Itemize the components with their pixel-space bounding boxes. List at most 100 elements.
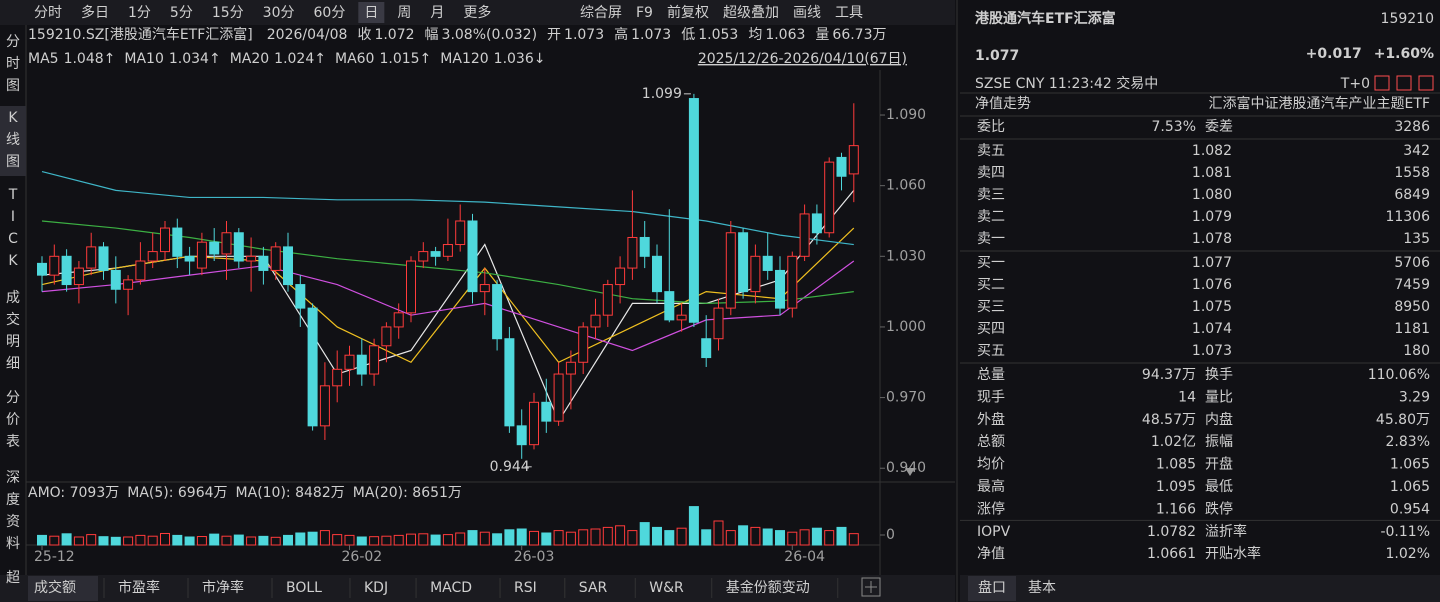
change-pct: +1.60% — [1374, 46, 1434, 62]
volume-bar — [369, 536, 380, 546]
side-tab[interactable]: 超 — [6, 570, 20, 586]
stat-label: 均价 — [977, 457, 1005, 473]
period-tab[interactable]: 15分 — [212, 5, 244, 21]
period-tab[interactable]: 日 — [364, 5, 378, 21]
book-volume: 11306 — [1385, 209, 1430, 225]
book-volume: 6849 — [1394, 187, 1430, 203]
candle-body — [307, 307, 318, 427]
volume-bar — [196, 536, 207, 546]
volume-bar — [61, 533, 72, 546]
candle-body — [73, 267, 84, 286]
period-tab[interactable]: 60分 — [314, 5, 346, 21]
indicator-tab[interactable]: 成交额 — [34, 579, 76, 596]
side-tab[interactable]: 分时图 — [6, 34, 20, 94]
candle-body — [590, 314, 601, 328]
volume-bar — [578, 529, 589, 546]
tool-button[interactable]: 工具 — [835, 5, 863, 21]
period-tab[interactable]: 更多 — [463, 4, 491, 21]
volume-bar — [37, 534, 47, 546]
stat-label: 跌停 — [1205, 500, 1233, 517]
candle-body — [332, 368, 343, 387]
candle-body — [147, 251, 158, 262]
period-tab[interactable]: 月 — [430, 5, 444, 21]
y-tick-label: 0.940 — [886, 460, 926, 476]
candle-body — [160, 227, 170, 253]
period-tab[interactable]: 30分 — [263, 5, 295, 21]
add-tab[interactable] — [861, 577, 881, 597]
tool-button[interactable]: 综合屏 — [580, 5, 622, 21]
volume-bar — [639, 522, 650, 546]
period-tab[interactable]: 周 — [397, 5, 411, 21]
icon[interactable] — [1396, 75, 1412, 91]
volume-bar — [615, 525, 626, 546]
volume-bar — [529, 530, 539, 546]
indicator-tab[interactable]: W&R — [649, 580, 684, 596]
candle-body — [356, 354, 367, 375]
tool-button[interactable]: F9 — [636, 5, 653, 21]
volume-bar — [393, 534, 404, 546]
candle-body — [676, 314, 687, 321]
quote-tab[interactable]: 基本 — [1028, 579, 1056, 596]
period-tab[interactable]: 1分 — [128, 5, 151, 21]
info-value: 1.072 — [374, 27, 414, 43]
book-price: 1.075 — [1192, 299, 1232, 315]
stat-value: 1.0782 — [1147, 524, 1196, 540]
volume-bar — [738, 525, 749, 546]
stat-value: 94.37万 — [1142, 367, 1196, 383]
quote-tabs-bg — [960, 575, 1440, 602]
stat-value: 1.02% — [1386, 546, 1430, 562]
side-tab[interactable]: 分价表 — [6, 390, 20, 450]
indicator-tab[interactable]: KDJ — [364, 580, 388, 596]
volume-bar — [553, 530, 564, 546]
volume-bar — [270, 536, 281, 546]
volume-bar — [246, 536, 257, 546]
info-value: 1.053 — [698, 27, 738, 43]
stat-label: 溢折率 — [1205, 523, 1247, 540]
volume-bar — [319, 530, 330, 546]
candle-body — [836, 156, 847, 177]
side-tab[interactable]: 成交明细 — [6, 290, 20, 372]
tool-button[interactable]: 画线 — [793, 5, 821, 21]
indicator-tab[interactable]: 市净率 — [202, 579, 244, 596]
indicator-tab[interactable]: SAR — [579, 580, 608, 596]
indicator-tab[interactable]: BOLL — [286, 580, 322, 596]
candle-body — [652, 255, 662, 293]
tool-button[interactable]: 前复权 — [667, 4, 709, 21]
indicator-tab[interactable]: 基金份额变动 — [726, 579, 810, 596]
volume-bar — [688, 506, 699, 546]
volume-bar — [836, 526, 847, 546]
volume-bar — [676, 527, 687, 546]
code-name: 159210.SZ[港股通汽车ETF汇添富] — [28, 26, 253, 43]
indicator-tab[interactable]: MACD — [430, 580, 472, 596]
candle-body — [664, 291, 675, 321]
tool-button[interactable]: 超级叠加 — [723, 5, 779, 21]
volume-bar — [467, 530, 478, 546]
side-tab[interactable]: K 线图 — [6, 110, 20, 170]
candle-body — [541, 401, 552, 422]
candle-body — [369, 345, 380, 375]
period-tab[interactable]: 多日 — [81, 4, 109, 21]
scroll-icon[interactable] — [905, 468, 915, 476]
candle-body — [799, 213, 810, 257]
side-tab[interactable]: 深度资料 — [6, 470, 20, 552]
indicator-tab[interactable]: 市盈率 — [118, 579, 160, 596]
candle-body — [221, 232, 232, 255]
volume-bar — [479, 531, 490, 546]
volume-bar — [762, 528, 773, 546]
indicator-tab[interactable]: RSI — [514, 580, 537, 596]
nav-trend[interactable]: 净值走势 — [975, 96, 1031, 112]
icon[interactable] — [1418, 75, 1434, 91]
stat-label: 外盘 — [977, 411, 1005, 428]
volume-bar — [184, 536, 195, 546]
book-price: 1.082 — [1192, 143, 1232, 159]
period-tab[interactable]: 分时 — [34, 5, 62, 21]
volume-bar — [221, 535, 232, 546]
icon[interactable] — [1374, 75, 1390, 91]
candle-body — [762, 255, 773, 271]
ma-name: MA60 — [335, 51, 374, 67]
quote-tab[interactable]: 盘口 — [978, 579, 1006, 596]
book-price: 1.074 — [1192, 321, 1232, 337]
candle-body — [775, 269, 785, 309]
period-tab[interactable]: 5分 — [170, 5, 193, 21]
